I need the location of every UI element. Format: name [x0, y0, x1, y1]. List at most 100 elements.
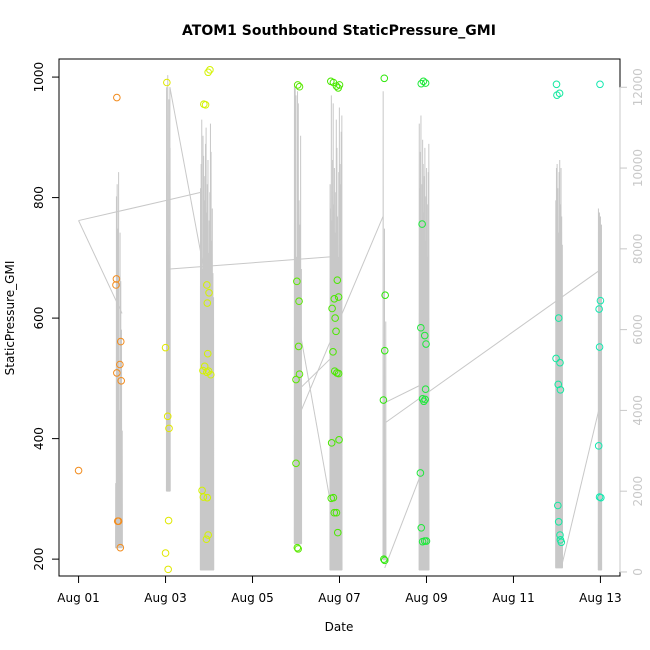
data-point: [161, 343, 170, 352]
data-point: [596, 296, 605, 305]
data-point: [420, 331, 429, 340]
data-point: [329, 493, 338, 502]
data-point: [205, 288, 213, 297]
data-point: [596, 80, 604, 89]
data-point: [380, 74, 389, 83]
data-point: [421, 385, 430, 394]
y2-tick-label: 0: [631, 568, 645, 576]
data-point: [422, 537, 431, 545]
data-point: [380, 555, 388, 563]
data-point: [333, 276, 342, 284]
data-point: [199, 366, 207, 375]
data-point: [594, 442, 603, 450]
data-point: [553, 91, 561, 99]
x-tick-label: Aug 11: [492, 591, 535, 605]
data-point: [294, 342, 303, 351]
data-point: [417, 79, 426, 88]
data-point: [203, 368, 211, 377]
data-point: [557, 538, 566, 547]
data-point: [380, 346, 389, 355]
data-point: [117, 376, 125, 385]
data-point: [554, 314, 563, 322]
x-axis: Aug 01 Aug 03 Aug 05 Aug 07 Aug 09 Aug 11 Aug …: [57, 575, 622, 605]
data-point: [295, 82, 304, 91]
data-point: [556, 386, 565, 394]
data-point: [203, 299, 212, 307]
data-point: [202, 535, 211, 544]
trace-burst: [382, 91, 387, 561]
data-point: [379, 396, 388, 404]
data-point: [203, 281, 211, 289]
trace-connector: [166, 191, 202, 201]
data-point: [164, 565, 172, 574]
data-point: [552, 80, 561, 89]
data-point: [204, 531, 212, 539]
trace-connector: [169, 256, 330, 270]
data-point: [165, 424, 173, 433]
trace-connector: [78, 199, 167, 222]
data-point: [595, 343, 604, 351]
data-point: [206, 66, 214, 74]
x-tick-label: Aug 07: [318, 591, 361, 605]
trace-burst: [555, 159, 564, 569]
data-point: [334, 369, 343, 378]
data-point: [332, 508, 341, 517]
data-point: [417, 323, 425, 332]
trace-connector: [561, 410, 600, 564]
y-tick-label: 1000: [32, 62, 46, 93]
x-tick-label: Aug 01: [57, 591, 100, 605]
data-point: [292, 459, 300, 468]
data-point: [113, 369, 121, 377]
data-point: [380, 556, 389, 565]
data-point: [419, 77, 428, 86]
trace-burst: [165, 75, 171, 492]
data-point: [74, 466, 83, 475]
data-point: [112, 281, 120, 289]
data-point: [330, 295, 339, 303]
data-point: [552, 354, 560, 363]
data-point: [201, 100, 210, 109]
data-point: [293, 543, 302, 552]
data-point: [331, 314, 339, 322]
trace-connector: [78, 220, 123, 314]
data-point: [334, 293, 343, 301]
data-point: [328, 304, 336, 313]
y-tick-label: 200: [32, 548, 46, 571]
data-point: [206, 370, 215, 379]
trace-connector: [385, 268, 602, 423]
trace-connector: [384, 470, 423, 569]
data-point: [294, 545, 302, 553]
data-point: [420, 397, 428, 406]
trace-burst: [199, 119, 215, 571]
y2-tick-label: 2000: [631, 476, 645, 507]
data-point: [332, 327, 340, 336]
data-point: [161, 549, 170, 557]
data-point: [554, 501, 562, 510]
data-point: [114, 517, 123, 525]
data-point: [295, 370, 304, 378]
data-point: [116, 337, 125, 346]
data-point: [164, 516, 173, 525]
data-point: [329, 348, 337, 356]
y-tick-label: 800: [32, 186, 46, 209]
y-axis-label: StaticPressure_GMI: [3, 261, 17, 376]
x-tick-label: Aug 05: [231, 591, 274, 605]
data-point: [116, 360, 124, 369]
altitude-trace: [78, 75, 603, 571]
trace-burst: [329, 95, 343, 571]
data-point: [556, 358, 564, 367]
y-axis-left: 200 400 600 800 1000: [32, 62, 60, 571]
data-point: [421, 79, 430, 87]
x-tick-label: Aug 03: [144, 591, 187, 605]
data-point: [199, 493, 208, 501]
data-point: [113, 93, 121, 102]
data-point: [293, 81, 302, 89]
data-point: [556, 531, 564, 539]
data-point: [421, 395, 429, 404]
data-point: [112, 275, 121, 283]
y-tick-label: 600: [32, 307, 46, 330]
data-point: [381, 291, 389, 300]
data-point: [204, 68, 212, 77]
data-point: [554, 517, 563, 526]
